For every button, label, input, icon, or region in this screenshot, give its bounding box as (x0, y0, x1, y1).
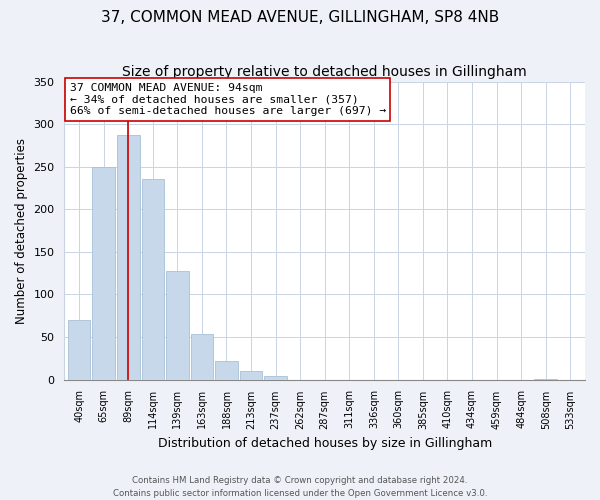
Text: 37, COMMON MEAD AVENUE, GILLINGHAM, SP8 4NB: 37, COMMON MEAD AVENUE, GILLINGHAM, SP8 … (101, 10, 499, 25)
Bar (215, 361, 238, 380)
Bar (117, 135, 140, 380)
Bar (191, 334, 213, 380)
Bar (68, 320, 91, 380)
Bar (264, 376, 287, 380)
Bar (92, 166, 115, 380)
Title: Size of property relative to detached houses in Gillingham: Size of property relative to detached ho… (122, 65, 527, 79)
X-axis label: Distribution of detached houses by size in Gillingham: Distribution of detached houses by size … (158, 437, 492, 450)
Text: 37 COMMON MEAD AVENUE: 94sqm
← 34% of detached houses are smaller (357)
66% of s: 37 COMMON MEAD AVENUE: 94sqm ← 34% of de… (70, 83, 386, 116)
Bar (142, 180, 164, 380)
Bar (240, 371, 262, 380)
Bar (166, 270, 188, 380)
Text: Contains HM Land Registry data © Crown copyright and database right 2024.
Contai: Contains HM Land Registry data © Crown c… (113, 476, 487, 498)
Bar (535, 378, 557, 380)
Y-axis label: Number of detached properties: Number of detached properties (15, 138, 28, 324)
